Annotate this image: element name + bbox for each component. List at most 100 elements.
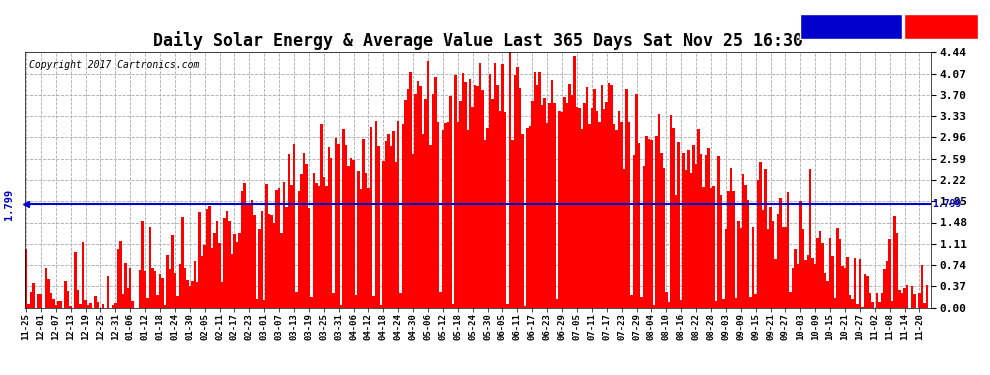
Bar: [183, 268, 186, 308]
Bar: [206, 209, 209, 308]
Bar: [846, 257, 848, 307]
Bar: [524, 306, 526, 308]
Bar: [606, 102, 608, 308]
Bar: [593, 89, 596, 308]
Bar: [591, 108, 593, 307]
Bar: [774, 259, 777, 308]
Bar: [832, 256, 834, 307]
Bar: [390, 146, 392, 308]
Bar: [643, 166, 645, 308]
Bar: [40, 294, 43, 307]
Bar: [558, 111, 560, 308]
Bar: [211, 248, 214, 308]
Bar: [117, 249, 119, 308]
Bar: [601, 86, 603, 308]
Bar: [504, 112, 506, 308]
Bar: [573, 56, 576, 308]
Bar: [571, 95, 573, 308]
Bar: [655, 136, 657, 308]
Bar: [578, 108, 581, 307]
Bar: [171, 235, 173, 308]
Bar: [511, 140, 514, 308]
Bar: [784, 227, 787, 308]
Bar: [670, 115, 672, 308]
Bar: [742, 174, 744, 308]
Bar: [650, 140, 652, 308]
Bar: [275, 190, 278, 308]
Bar: [253, 216, 255, 308]
Bar: [440, 292, 442, 308]
Bar: [181, 217, 183, 308]
Bar: [883, 268, 886, 308]
Bar: [861, 307, 863, 308]
Bar: [161, 278, 163, 308]
Bar: [244, 183, 246, 308]
Bar: [737, 220, 740, 308]
Bar: [176, 297, 178, 307]
Bar: [364, 173, 367, 308]
Bar: [132, 301, 134, 307]
Bar: [809, 168, 812, 308]
Bar: [347, 166, 349, 308]
Bar: [834, 298, 837, 307]
Bar: [377, 146, 379, 308]
Bar: [697, 129, 700, 308]
Title: Daily Solar Energy & Average Value Last 365 Days Sat Nov 25 16:30: Daily Solar Energy & Average Value Last …: [152, 31, 803, 50]
Bar: [127, 288, 129, 308]
Bar: [474, 85, 476, 308]
Bar: [764, 169, 767, 308]
Bar: [842, 266, 843, 308]
Bar: [636, 94, 638, 308]
Bar: [499, 111, 501, 308]
Bar: [142, 221, 144, 308]
Bar: [359, 189, 362, 308]
Bar: [677, 142, 680, 308]
Bar: [856, 304, 858, 307]
Bar: [124, 263, 127, 308]
Bar: [762, 210, 764, 308]
Bar: [563, 97, 565, 308]
Bar: [891, 301, 893, 307]
Bar: [749, 297, 752, 307]
Bar: [476, 87, 479, 308]
Bar: [881, 293, 883, 308]
Bar: [851, 300, 853, 307]
Bar: [454, 75, 456, 308]
Bar: [139, 270, 142, 308]
Bar: [64, 280, 67, 308]
Bar: [667, 302, 670, 307]
Bar: [536, 85, 539, 308]
Bar: [352, 160, 354, 308]
Bar: [219, 243, 221, 308]
Bar: [555, 299, 558, 307]
Bar: [486, 128, 489, 308]
Bar: [687, 150, 690, 308]
Bar: [779, 198, 782, 308]
Bar: [405, 100, 407, 308]
Bar: [672, 128, 675, 308]
Bar: [893, 216, 896, 308]
Bar: [794, 249, 797, 308]
Bar: [410, 72, 412, 308]
Bar: [782, 227, 784, 308]
Bar: [565, 104, 568, 308]
Bar: [420, 86, 422, 308]
Bar: [239, 233, 241, 308]
Bar: [320, 124, 323, 308]
Bar: [236, 242, 239, 308]
Bar: [415, 94, 417, 308]
Bar: [449, 96, 451, 308]
Bar: [824, 273, 827, 308]
Bar: [868, 294, 871, 308]
Bar: [310, 297, 313, 307]
Bar: [313, 173, 315, 308]
Bar: [198, 212, 201, 308]
Bar: [645, 136, 647, 308]
Bar: [255, 299, 258, 307]
Bar: [209, 206, 211, 308]
Bar: [479, 63, 481, 308]
Bar: [323, 177, 325, 308]
Bar: [417, 81, 420, 308]
Bar: [45, 268, 48, 308]
Bar: [382, 161, 384, 308]
